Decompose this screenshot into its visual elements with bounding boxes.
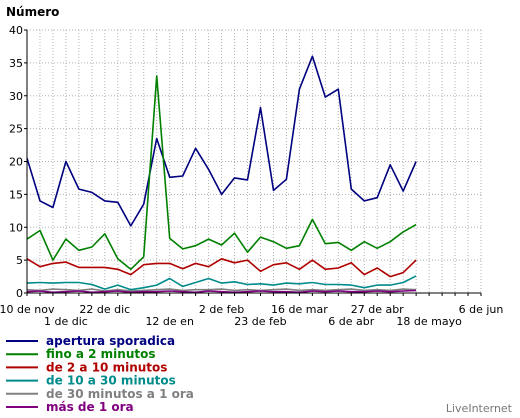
- x-tick-label: 23 de feb: [234, 315, 286, 328]
- y-tick-label: 15: [9, 188, 23, 201]
- legend-entry: de 2 a 10 minutos: [46, 360, 167, 374]
- y-tick-label: 0: [16, 287, 23, 300]
- legend-entry: de 10 a 30 minutos: [46, 374, 176, 388]
- x-tick-label: 6 de abr: [328, 315, 374, 328]
- x-tick-labels: 10 de nov 22 de dic 2 de feb 16 de mar 27 de…: [0, 303, 503, 328]
- x-tick-label: 2 de feb: [199, 303, 244, 316]
- x-tick-label: 6 de jun: [459, 303, 504, 316]
- y-tick-label: 35: [9, 57, 23, 70]
- x-tick-label: 22 de dic: [79, 303, 130, 316]
- x-tick-label: 10 de nov: [0, 303, 55, 316]
- y-tick-labels: 0 5 10 15 20 25 30 35 40: [9, 24, 23, 300]
- legend-entry: fino a 2 minutos: [46, 347, 156, 361]
- x-tick-label: 12 de en: [145, 315, 194, 328]
- x-tick-label: 1 de dic: [44, 315, 88, 328]
- series-line-6: [26, 289, 417, 294]
- series-line-1: [26, 55, 417, 227]
- series-line-2: [26, 75, 417, 271]
- y-tick-label: 20: [9, 156, 23, 169]
- series-line-5: [26, 288, 417, 292]
- y-axis-label: Número: [6, 5, 59, 19]
- y-tick-label: 5: [16, 254, 23, 267]
- y-tick-label: 40: [9, 24, 23, 37]
- x-tick-label: 16 de mar: [271, 303, 328, 316]
- series-line-3: [26, 257, 417, 278]
- credit-text: LiveInternet: [446, 402, 513, 415]
- series-lines: [26, 55, 417, 294]
- series-line-4: [26, 275, 417, 291]
- y-tick-label: 25: [9, 123, 23, 136]
- y-tick-label: 10: [9, 221, 23, 234]
- gridlines: [27, 29, 482, 293]
- legend-entry: más de 1 ora: [46, 400, 134, 414]
- legend-entry: apertura sporadica: [46, 334, 175, 348]
- x-tick-label: 18 de mayo: [396, 315, 462, 328]
- axes: [24, 29, 482, 296]
- x-tick-label: 27 de abr: [351, 303, 404, 316]
- y-tick-label: 30: [9, 90, 23, 103]
- legend-entry: de 30 minutos a 1 ora: [46, 387, 194, 401]
